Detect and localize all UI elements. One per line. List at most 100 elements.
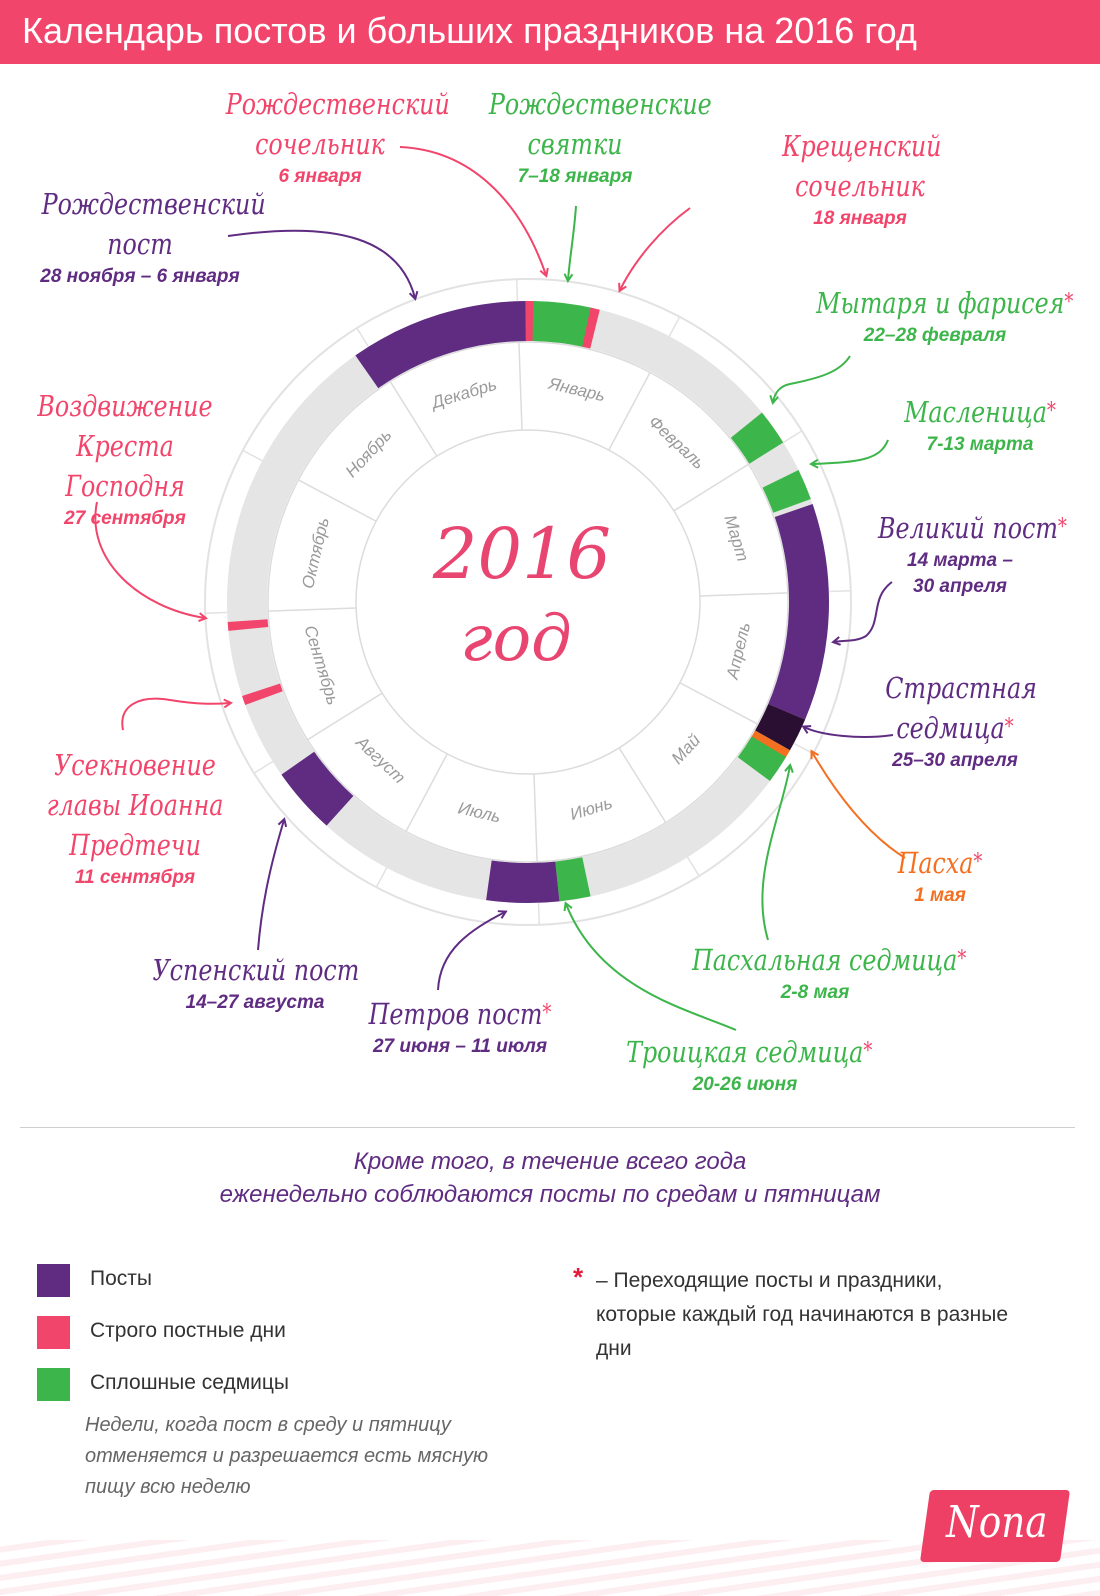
seg-svyatki [532,301,594,348]
continuous-description: Недели, когда пост в среду и пятницу отм… [85,1414,489,1498]
label-title: Успенский пост [152,953,360,987]
footer-stripes [0,1540,1100,1596]
arrow-kresch-sochelnik [620,207,691,290]
asterisk: * [1057,515,1067,540]
month-divider [518,342,523,431]
label-title: Мытаря и фарисея [816,286,1065,320]
label-date: 22–28 февраля [863,325,1007,346]
label-title: Петров пост [368,997,543,1031]
seg-vozdvizhenie [227,619,269,631]
seg-paschalnaya [737,736,787,782]
label-title-wrap: Пасхальная седмица* [692,940,966,980]
label-title-wrap: Великий пост* [878,508,1067,548]
label-troitskaya: Троицкая седмица* 20-26 июня [600,1032,890,1098]
month-divider [699,592,788,597]
label-title: Рождественские святки [488,87,712,161]
asterisk: * [1064,290,1074,315]
outer-tick [537,902,541,925]
month-label: Июнь [568,793,615,824]
seg-uspenskiy [281,751,354,826]
month-label: Март [720,513,752,564]
month-divider [405,753,448,832]
asterisk: * [863,1039,873,1064]
asterisk: * [957,947,967,972]
seg-mytar [730,412,784,464]
seg-maslenitsa [762,470,811,513]
label-title-wrap: Мытаря и фарисея* [816,283,1073,323]
header-bar [0,0,1100,64]
label-date: 1 мая [914,885,966,906]
label-uspenskiy: Успенский пост 14–27 августа [130,950,380,1016]
arrow-pascha [812,752,906,859]
asterisk: * [542,1001,552,1026]
month-label: Август [352,732,409,787]
arrow-velikiy [834,581,893,642]
asterisk-note: – Переходящие посты и праздники, которые… [596,1269,1009,1360]
brand-logo-text: Nona [945,1497,1048,1548]
label-velikiy: Великий пост* 14 марта – 30 апреля [860,508,1067,600]
seg-pascha [751,730,790,758]
arrow-svyatki [568,205,577,280]
month-label: Январь [546,374,607,406]
note-line-2: еженедельно соблюдаются посты по средам … [219,1181,881,1208]
month-label: Апрель [722,620,754,681]
label-mytar: Мытаря и фарисея* 22–28 февраля [790,283,1080,349]
label-svyatki: Рождественские святки 7–18 января [470,84,712,190]
label-title: Пасхальная седмица [692,943,958,977]
arrow-rozhd-post [227,229,415,298]
outer-tick [253,760,274,774]
weekly-fast-note: Кроме того, в течение всего года еженеде… [0,1145,1100,1211]
label-date: 20-26 июня [692,1074,798,1095]
label-rozhd-post: Рождественский пост 28 ноября – 6 января [20,184,265,290]
label-kresch-sochelnik: Крещенский сочельник 18 января [765,126,955,232]
month-divider [608,372,651,451]
label-date: 28 ноября – 6 января [40,266,240,287]
label-date: 7–18 января [517,166,633,187]
label-title: Троицкая седмица [626,1035,864,1069]
outer-tick [242,449,263,462]
arrow-strastnaya [804,727,894,738]
note-line-1: Кроме того, в течение всего года [353,1148,747,1175]
label-title: Масленица [904,395,1047,429]
label-rozhd-sochelnik: Рождественский сочельник 6 января [205,84,450,190]
asterisk: * [1004,715,1014,740]
legend-label: Сплошные седмицы [90,1371,290,1394]
label-date-2: 30 апреля [913,576,1007,597]
month-divider [679,682,758,725]
arrow-petrov [437,912,505,991]
arrow-mytar [773,355,851,402]
month-label: Декабрь [428,375,499,413]
outer-tick [686,856,700,877]
legend-swatch-strict [37,1316,70,1349]
asterisk: * [973,850,983,875]
label-vozdvizhenie: Воздвижение Креста Господня 27 сентября [10,386,240,532]
label-title: Крещенский сочельник [782,129,942,203]
outer-tick [782,430,803,444]
arrow-vozdvizhenie [94,501,205,618]
label-maslenitsa: Масленица* 7-13 марта [880,392,1080,458]
label-title-wrap: Масленица* [898,392,1062,432]
label-pascha: Пасха* 1 мая [885,843,995,909]
seg-velikiy [768,504,829,720]
outer-ring [204,278,852,926]
label-date-1: 14 марта – [907,550,1013,571]
arrow-troitskaya [566,904,737,1031]
month-label: Ноябрь [342,425,396,481]
outer-tick [793,742,814,755]
seg-strastnaya [755,703,806,751]
seg-rozhd-post [355,300,533,389]
asterisk: * [1046,399,1056,424]
arrow-uspenskiy [257,820,284,951]
label-date: 27 сентября [64,508,186,529]
outer-tick [828,589,851,593]
arrow-maslenitsa [812,439,889,464]
seg-kresch-sochelnik [582,307,600,349]
month-label: Сентябрь [300,623,342,707]
label-date: 6 января [278,166,362,187]
outer-tick [205,611,228,615]
month-divider [618,747,667,823]
month-ring-inner [355,429,701,775]
seg-troitskaya [555,857,591,902]
label-title: Воздвижение Креста Господня [37,389,213,503]
legend-swatch-fasts [37,1264,70,1297]
